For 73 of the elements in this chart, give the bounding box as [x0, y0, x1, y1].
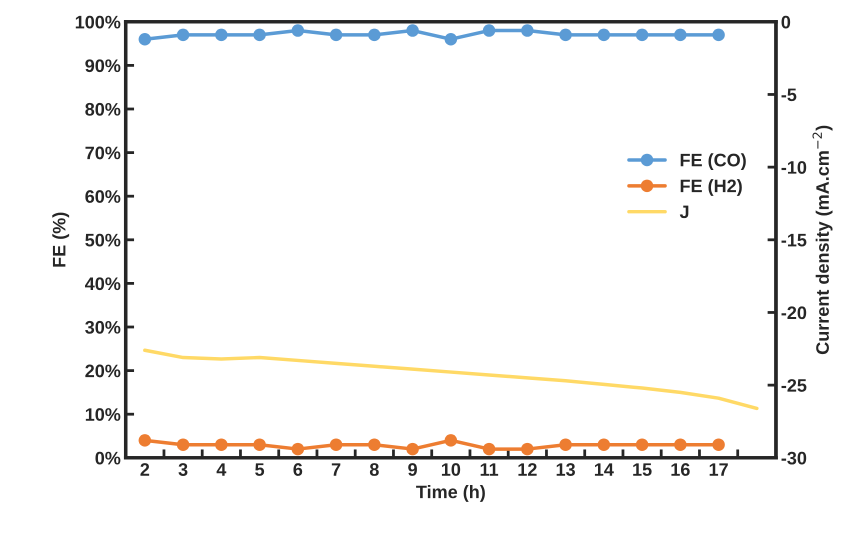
x-tick-label: 11: [480, 463, 498, 476]
legend-label: J: [680, 206, 688, 218]
point: [559, 438, 572, 451]
point: [330, 438, 342, 451]
point: [482, 24, 496, 37]
x-tick-label: 6: [293, 463, 302, 476]
point: [406, 24, 419, 37]
point: [138, 32, 152, 46]
point: [253, 438, 266, 451]
x-tick-label: 15: [633, 463, 652, 476]
x-tick-label: 4: [216, 463, 226, 476]
point: [292, 442, 304, 456]
y2-tick-label: -15: [782, 234, 806, 247]
x-tick-label: 12: [518, 463, 537, 476]
point: [674, 28, 687, 42]
point: [330, 28, 342, 42]
point: [215, 28, 228, 42]
y-tick-label: 40%: [84, 277, 120, 290]
point: [368, 28, 381, 42]
x-tick-label: 7: [332, 463, 340, 476]
point: [712, 438, 725, 451]
x-tick-label: 9: [408, 463, 417, 476]
point: [636, 28, 648, 42]
point: [521, 442, 534, 456]
y-tick-label: 20%: [85, 364, 120, 378]
point: [138, 434, 152, 447]
x-tick-label: 5: [255, 463, 264, 476]
point: [712, 28, 725, 42]
y-tick-label: 90%: [85, 59, 120, 72]
y2-tick-label: 0: [782, 16, 790, 29]
legend-label: FE (H2): [680, 179, 742, 196]
y-tick-label: 50%: [85, 234, 120, 247]
x-tick-label: 3: [178, 463, 188, 476]
point: [444, 32, 458, 46]
line-series: [143, 348, 759, 410]
point: [636, 438, 648, 451]
y-tick-label: 10%: [86, 408, 120, 421]
y-axis-title: FE (%): [52, 212, 70, 267]
y2-tick-label: -25: [782, 379, 806, 392]
point: [253, 28, 266, 42]
point: [444, 434, 458, 447]
legend-label: FE (CO): [680, 153, 746, 170]
x-tick-label: 13: [556, 463, 575, 476]
y2-tick-label: -30: [782, 452, 806, 465]
x-axis-title: Time (h): [416, 485, 485, 502]
point: [406, 442, 419, 456]
point: [176, 28, 190, 42]
y-tick-label: 0%: [95, 452, 120, 465]
point: [521, 24, 534, 37]
x-tick-label: 14: [594, 463, 614, 476]
point: [176, 438, 190, 451]
y2-tick-label: -5: [782, 88, 796, 102]
point: [368, 438, 381, 451]
point: [292, 24, 304, 37]
y2-tick-label: -10: [782, 161, 806, 174]
point: [215, 438, 228, 451]
y-tick-label: 70%: [85, 146, 120, 160]
x-tick-label: 2: [140, 463, 150, 476]
point: [598, 28, 610, 42]
x-tick-label: 16: [671, 463, 690, 476]
point: [674, 438, 687, 451]
x-tick-label: 17: [710, 463, 728, 476]
y2-tick-label: -20: [782, 306, 806, 320]
y-tick-label: 100%: [76, 16, 120, 29]
y-tick-label: 30%: [85, 320, 120, 334]
y-tick-label: 80%: [85, 102, 120, 116]
y2-axis-title: Current density (mA.cm$^{−2}$): [812, 126, 833, 354]
point: [559, 28, 572, 42]
point: [598, 438, 610, 451]
y-tick-label: 60%: [85, 190, 120, 203]
point: [482, 442, 496, 456]
x-tick-label: 8: [370, 463, 379, 476]
x-tick-label: 10: [442, 463, 460, 476]
